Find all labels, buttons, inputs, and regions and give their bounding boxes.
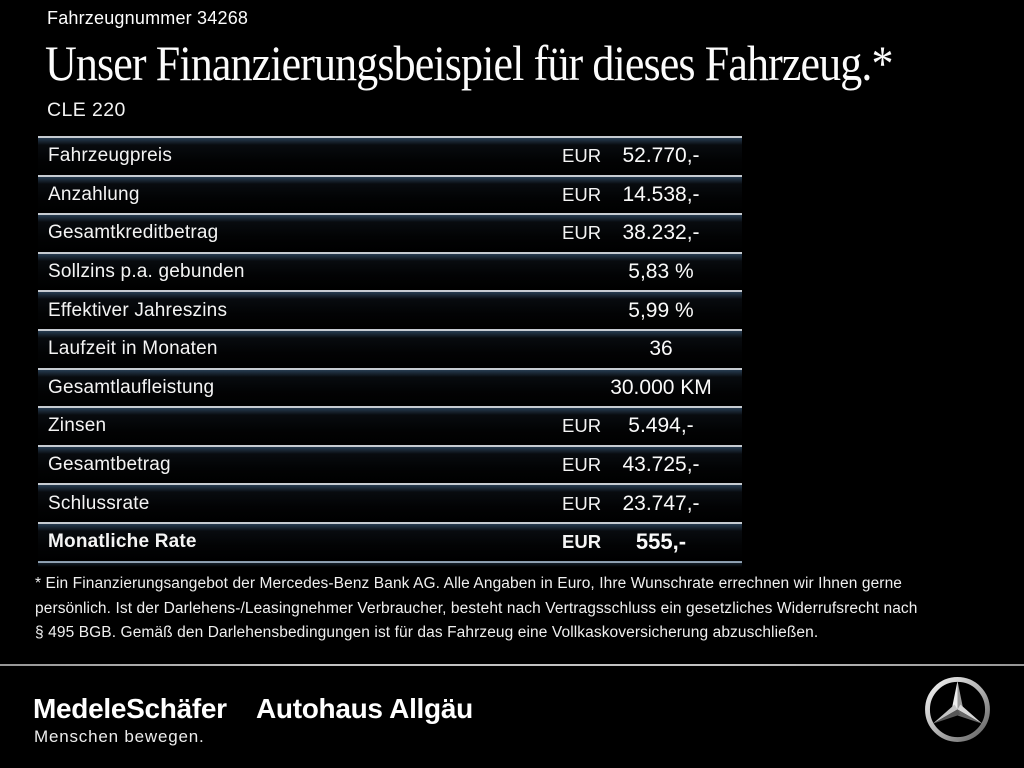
- table-row: Schlussrate EUR 23.747,-: [38, 483, 742, 522]
- row-currency: EUR: [562, 531, 602, 553]
- table-row-monthly-rate: Monatliche Rate EUR 555,-: [38, 521, 742, 561]
- page-title: Unser Finanzierungsbeispiel für dieses F…: [45, 35, 894, 91]
- row-label: Monatliche Rate: [48, 531, 197, 553]
- row-currency: EUR: [562, 183, 602, 205]
- disclaimer-line: § 495 BGB. Gemäß den Darlehensbedingunge…: [35, 624, 819, 641]
- row-value: 5,83 %: [628, 260, 694, 284]
- row-currency: EUR: [562, 222, 602, 244]
- table-row: Laufzeit in Monaten 36: [38, 328, 742, 368]
- dealer-logo-medele-schaefer: MedeleSchäfer: [33, 693, 227, 724]
- row-label: Effektiver Jahreszins: [48, 299, 228, 321]
- table-row: Anzahlung EUR 14.538,-: [38, 174, 742, 214]
- dealer-logo-autohaus-allgaeu: Autohaus Allgäu: [256, 693, 473, 724]
- dealer-tagline: Menschen bewegen.: [34, 727, 205, 746]
- row-value: 23.747,-: [622, 491, 700, 515]
- table-row: Fahrzeugpreis EUR 52.770,-: [38, 136, 742, 175]
- row-label: Fahrzeugpreis: [48, 145, 173, 167]
- row-value: 5.494,-: [628, 414, 694, 438]
- row-currency: EUR: [562, 454, 602, 476]
- table-row: Gesamtlaufleistung 30.000 KM: [38, 367, 742, 407]
- table-row: Sollzins p.a. gebunden 5,83 %: [38, 251, 742, 291]
- row-label: Gesamtbetrag: [48, 454, 171, 476]
- disclaimer-line: * Ein Finanzierungsangebot der Mercedes-…: [35, 575, 903, 592]
- disclaimer-line: persönlich. Ist der Darlehens-/Leasingne…: [35, 599, 918, 617]
- vehicle-model: CLE 220: [47, 99, 126, 121]
- row-label: Sollzins p.a. gebunden: [48, 261, 245, 283]
- row-currency: EUR: [562, 145, 602, 167]
- vehicle-number: Fahrzeugnummer 34268: [47, 8, 249, 28]
- row-label: Zinsen: [48, 415, 107, 437]
- row-value: 43.725,-: [622, 453, 700, 477]
- row-label: Schlussrate: [48, 492, 150, 514]
- row-value: 52.770,-: [622, 144, 700, 168]
- row-value: 5,99 %: [628, 298, 694, 322]
- row-currency: EUR: [562, 415, 602, 437]
- row-value: 14.538,-: [622, 182, 700, 206]
- row-label: Laufzeit in Monaten: [48, 338, 218, 360]
- row-value: 38.232,-: [622, 221, 700, 245]
- row-value: 30.000 KM: [610, 375, 712, 399]
- footer-divider: [0, 664, 1024, 666]
- row-label: Gesamtlaufleistung: [48, 376, 215, 398]
- mercedes-star-icon: [925, 677, 990, 742]
- table-row: Zinsen EUR 5.494,-: [38, 406, 742, 445]
- table-row: Gesamtbetrag EUR 43.725,-: [38, 444, 742, 484]
- row-label: Anzahlung: [48, 183, 140, 205]
- table-row: Gesamtkreditbetrag EUR 38.232,-: [38, 213, 742, 252]
- disclaimer: * Ein Finanzierungsangebot der Mercedes-…: [35, 572, 995, 646]
- financing-table: Fahrzeugpreis EUR 52.770,- Anzahlung EUR…: [38, 136, 742, 567]
- row-value: 555,-: [635, 529, 687, 555]
- row-value: 36: [649, 337, 673, 361]
- table-row: Effektiver Jahreszins 5,99 %: [38, 290, 742, 329]
- row-label: Gesamtkreditbetrag: [48, 222, 219, 244]
- row-currency: EUR: [562, 492, 602, 514]
